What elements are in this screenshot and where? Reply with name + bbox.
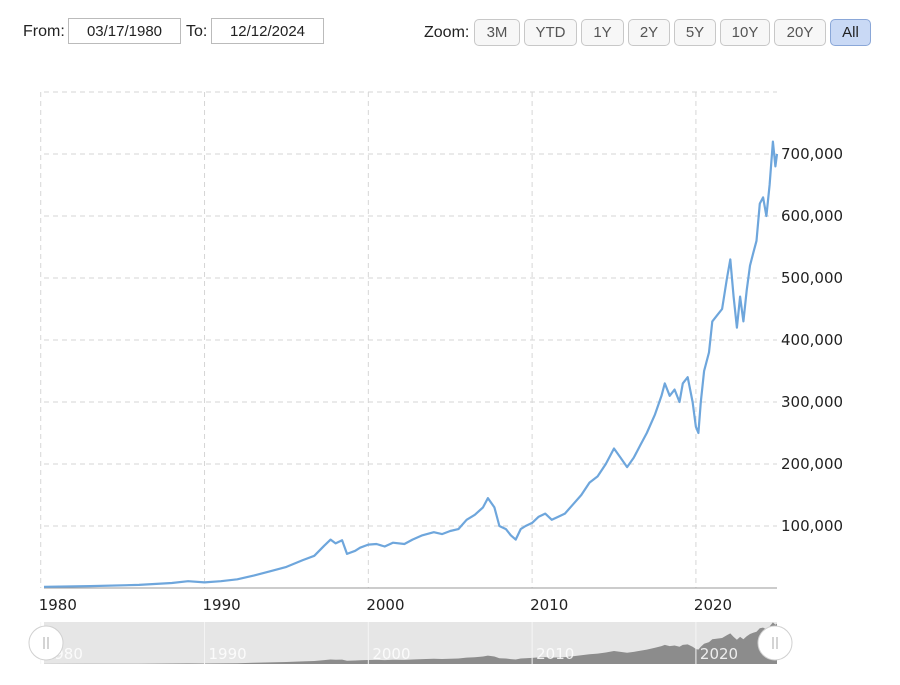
y-tick-label: 700,000 xyxy=(781,145,843,163)
y-tick-label: 100,000 xyxy=(781,517,843,535)
y-tick-label: 400,000 xyxy=(781,331,843,349)
x-tick-label: 2010 xyxy=(530,596,568,614)
grid-lines xyxy=(40,91,777,588)
x-tick-label: 1990 xyxy=(203,596,241,614)
to-label: To: xyxy=(186,23,208,40)
y-tick-label: 300,000 xyxy=(781,393,843,411)
navigator-tick-label: 1990 xyxy=(209,645,247,663)
range-selector: From: 03/17/1980 To: 12/12/2024 Zoom: 3M… xyxy=(0,0,900,60)
zoom-label: Zoom: xyxy=(424,24,470,41)
zoom-ytd-button[interactable]: YTD xyxy=(524,19,577,46)
zoom-2y-button[interactable]: 2Y xyxy=(628,19,670,46)
zoom-1y-button[interactable]: 1Y xyxy=(581,19,624,46)
navigator-left-handle[interactable] xyxy=(28,625,64,661)
y-tick-label: 200,000 xyxy=(781,455,843,473)
navigator-right-handle[interactable] xyxy=(757,625,793,661)
navigator-ticks: 1980 1990 2000 2010 2020 xyxy=(40,622,738,664)
to-date-input[interactable]: 12/12/2024 xyxy=(211,18,324,44)
y-tick-label: 600,000 xyxy=(781,207,843,225)
zoom-20y-button[interactable]: 20Y xyxy=(774,19,826,46)
from-date-input[interactable]: 03/17/1980 xyxy=(68,18,181,44)
x-tick-label: 2020 xyxy=(694,596,732,614)
navigator-tick-label: 2000 xyxy=(372,645,410,663)
x-tick-label: 2000 xyxy=(366,596,404,614)
zoom-all-button[interactable]: All xyxy=(830,19,871,46)
y-axis-ticks: 100,000 200,000 300,000 400,000 500,000 600,0… xyxy=(781,145,843,535)
from-label: From: xyxy=(23,23,65,40)
zoom-10y-button[interactable]: 10Y xyxy=(720,19,770,46)
zoom-3m-button[interactable]: 3M xyxy=(474,19,520,46)
series-line xyxy=(43,140,779,588)
y-tick-label: 500,000 xyxy=(781,269,843,287)
navigator-tick-label: 2010 xyxy=(536,645,574,663)
navigator-tick-label: 2020 xyxy=(700,645,738,663)
x-axis-ticks: 1980 1990 2000 2010 2020 xyxy=(39,596,732,614)
navigator-area xyxy=(44,622,777,664)
x-tick-label: 1980 xyxy=(39,596,77,614)
zoom-5y-button[interactable]: 5Y xyxy=(674,19,716,46)
navigator[interactable]: 1980 1990 2000 2010 2020 xyxy=(28,622,793,664)
